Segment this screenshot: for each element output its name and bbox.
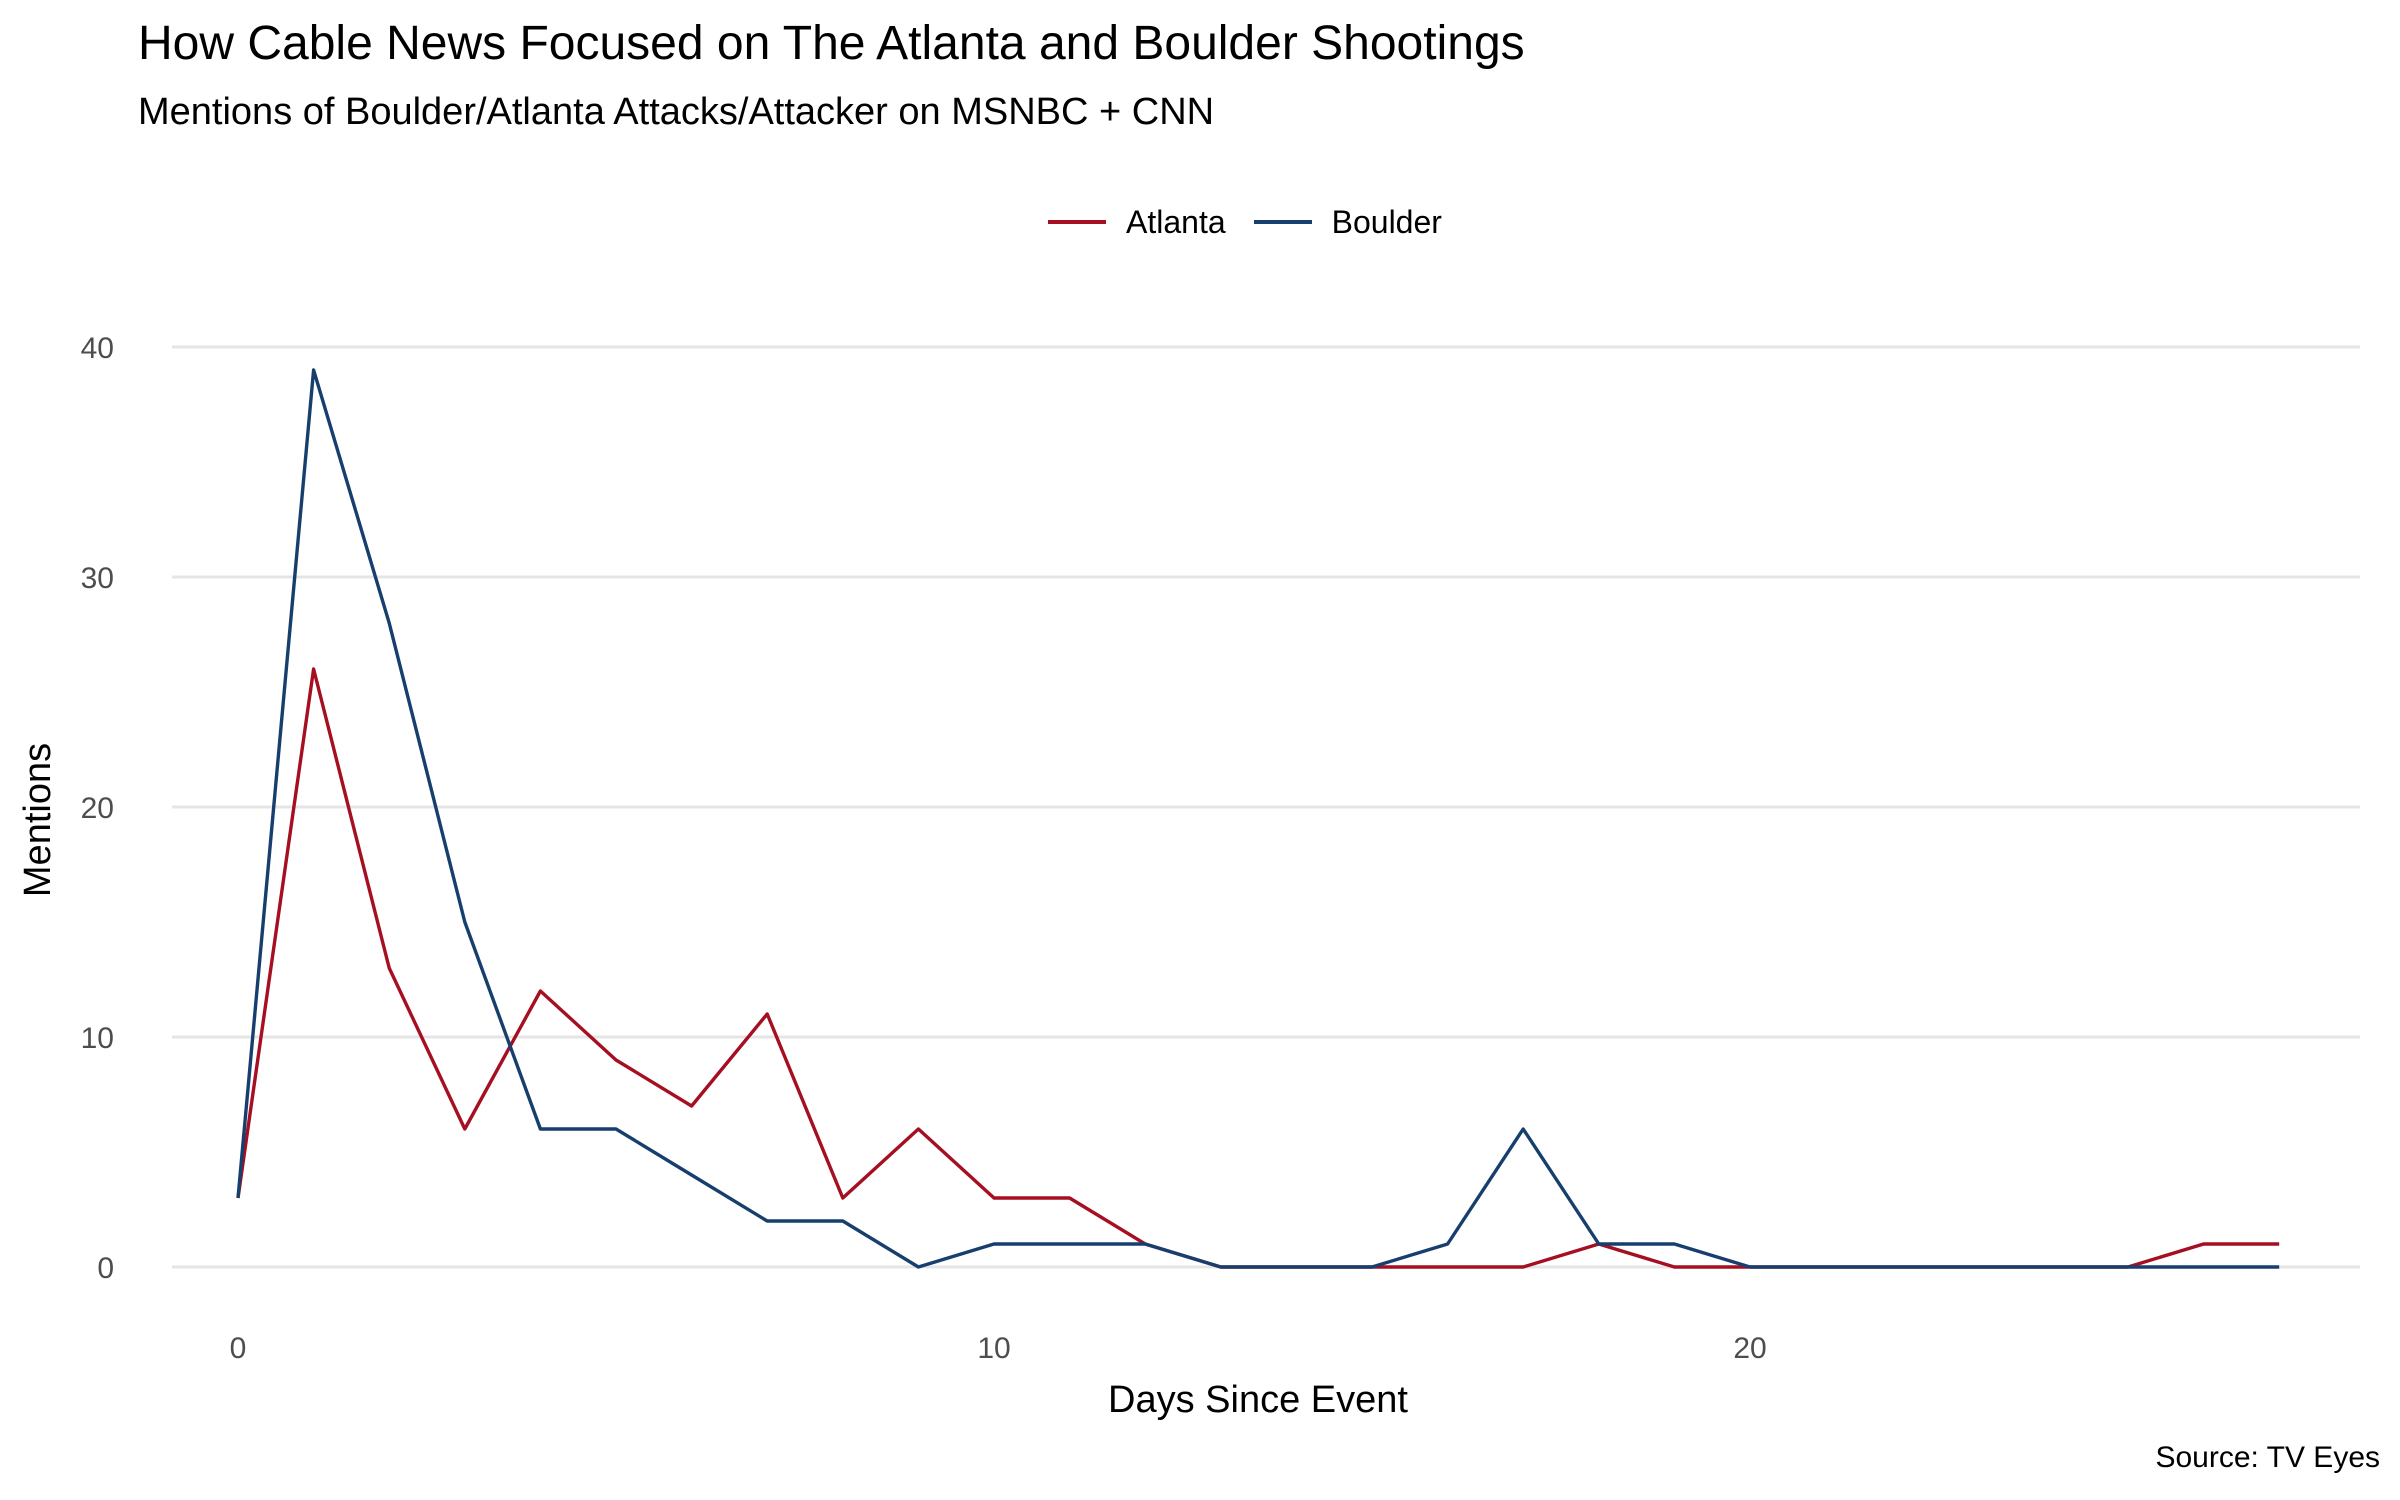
y-tick-label: 30 [81, 562, 114, 595]
legend: Atlanta Boulder [1048, 197, 1470, 247]
y-tick-label: 10 [81, 1022, 114, 1055]
y-tick-label: 20 [81, 792, 114, 825]
legend-label-atlanta: Atlanta [1126, 203, 1226, 240]
legend-label-boulder: Boulder [1331, 203, 1442, 240]
legend-item-atlanta: Atlanta [1048, 204, 1226, 241]
chart-subtitle: Mentions of Boulder/Atlanta Attacks/Atta… [138, 91, 1215, 133]
legend-item-boulder: Boulder [1253, 203, 1442, 241]
series-line-atlanta [236, 667, 2280, 1269]
y-tick-label: 40 [81, 332, 114, 365]
chart-title: How Cable News Focused on The Atlanta an… [138, 17, 1525, 70]
tick-layer: 0 10 20 30 40 0 10 20 [81, 332, 1767, 1365]
series-layer [236, 368, 2280, 1269]
legend-key-boulder [1253, 220, 1312, 224]
x-tick-label: 0 [230, 1332, 247, 1365]
x-tick-label: 20 [1733, 1332, 1766, 1365]
chart-caption: Source: TV Eyes [2155, 1441, 2380, 1474]
series-line-boulder [236, 368, 2280, 1269]
x-axis-title: Days Since Event [1108, 1379, 1408, 1421]
legend-key-atlanta [1048, 220, 1106, 224]
grid-layer [172, 345, 2360, 1269]
y-tick-label: 0 [97, 1252, 114, 1285]
x-tick-label: 10 [977, 1332, 1010, 1365]
y-axis-title: Mentions [17, 743, 59, 897]
